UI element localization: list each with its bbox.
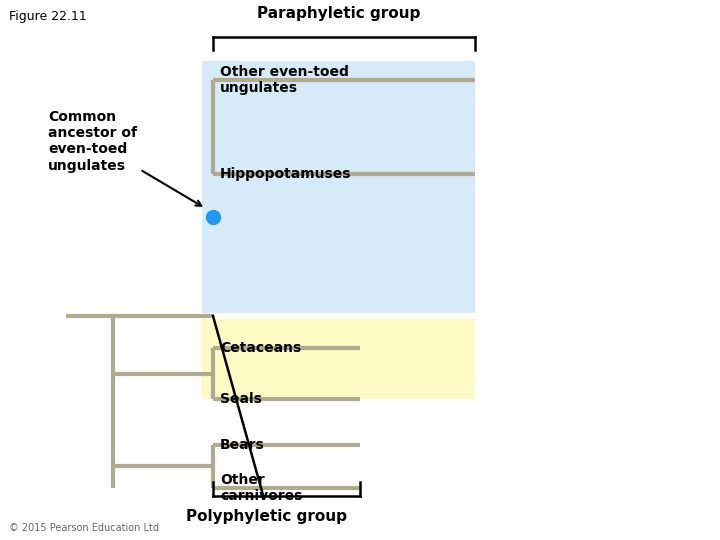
Text: Bears: Bears (220, 438, 265, 451)
Bar (202, 61, 474, 313)
Text: Other even-toed
ungulates: Other even-toed ungulates (220, 65, 349, 94)
Text: Cetaceans: Cetaceans (220, 341, 302, 355)
Text: © 2015 Pearson Education Ltd: © 2015 Pearson Education Ltd (9, 523, 158, 533)
Text: Seals: Seals (220, 392, 262, 406)
Text: Other
carnivores: Other carnivores (220, 472, 302, 503)
Text: Polyphyletic group: Polyphyletic group (186, 509, 347, 524)
Text: Figure 22.11: Figure 22.11 (9, 10, 86, 23)
Text: Common
ancestor of
even-toed
ungulates: Common ancestor of even-toed ungulates (48, 110, 202, 206)
Point (207, 212, 219, 221)
Text: Hippopotamuses: Hippopotamuses (220, 167, 351, 180)
Bar (202, 319, 474, 399)
Text: Paraphyletic group: Paraphyletic group (257, 5, 420, 21)
